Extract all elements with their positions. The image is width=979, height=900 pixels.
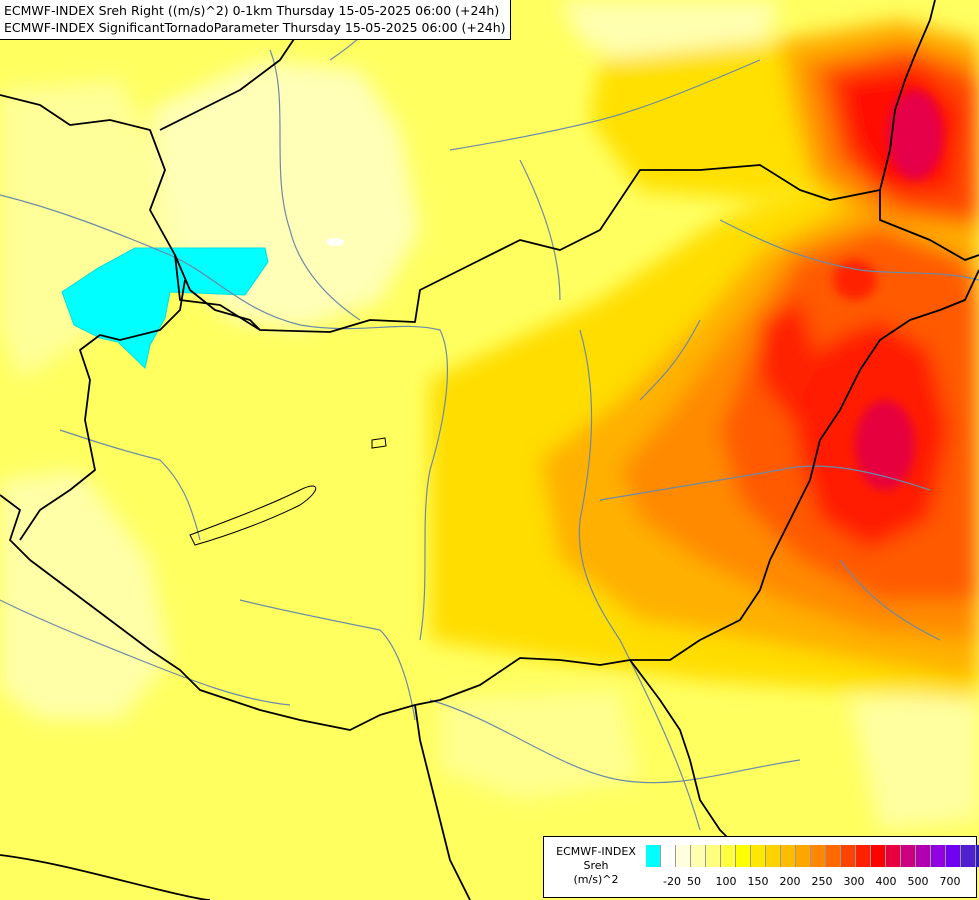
legend-swatch [841, 845, 856, 867]
legend-tick-label: 250 [811, 875, 833, 888]
legend-swatch [781, 845, 796, 867]
legend-variable: Sreh [583, 859, 609, 872]
legend-tick-label: 500 [907, 875, 929, 888]
legend-swatch [661, 845, 676, 867]
legend-swatch [856, 845, 871, 867]
legend-swatch [736, 845, 751, 867]
lake-balaton [189, 485, 317, 546]
map-title-box: ECMWF-INDEX Sreh Right ((m/s)^2) 0-1km T… [0, 0, 511, 40]
legend-tick-label: -20 [663, 875, 681, 888]
legend-swatch [811, 845, 826, 867]
legend-swatch [961, 845, 976, 867]
legend-swatch [676, 845, 691, 867]
white-patch [326, 238, 344, 246]
legend-source: ECMWF-INDEX [556, 845, 636, 858]
legend-tick-label: 700 [939, 875, 961, 888]
rivers [0, 0, 979, 831]
legend-swatches [646, 845, 979, 867]
legend-label: ECMWF-INDEX Sreh (m/s)^2 [548, 845, 644, 887]
legend-swatch [691, 845, 706, 867]
legend-swatch [916, 845, 931, 867]
lake-small [371, 437, 387, 449]
legend-swatch [646, 845, 661, 867]
legend-ticks: -20 50 100 150 200 250 300 400 500 700 [646, 875, 976, 889]
legend-swatch [901, 845, 916, 867]
legend-swatch [826, 845, 841, 867]
legend-swatch [871, 845, 886, 867]
legend-swatch [886, 845, 901, 867]
title-line-sreh: ECMWF-INDEX Sreh Right ((m/s)^2) 0-1km T… [4, 3, 500, 18]
title-line-stp: ECMWF-INDEX SignificantTornadoParameter … [4, 20, 506, 35]
legend-tick-label: 200 [779, 875, 801, 888]
legend-tick-label: 50 [687, 875, 701, 888]
legend-tick-label: 100 [715, 875, 737, 888]
legend-swatch [706, 845, 721, 867]
legend-swatch [796, 845, 811, 867]
legend-swatch [931, 845, 946, 867]
legend-swatch [766, 845, 781, 867]
legend-swatch [751, 845, 766, 867]
sreh-maxima [833, 90, 943, 490]
legend-tick-label: 150 [747, 875, 769, 888]
color-legend: ECMWF-INDEX Sreh (m/s)^2 -20 50 100 150 200 2… [543, 836, 979, 898]
legend-swatch [721, 845, 736, 867]
legend-tick-label: 300 [843, 875, 865, 888]
legend-tick-label: 400 [875, 875, 897, 888]
legend-swatch [946, 845, 961, 867]
legend-swatch [976, 845, 979, 867]
legend-unit: (m/s)^2 [573, 873, 619, 886]
